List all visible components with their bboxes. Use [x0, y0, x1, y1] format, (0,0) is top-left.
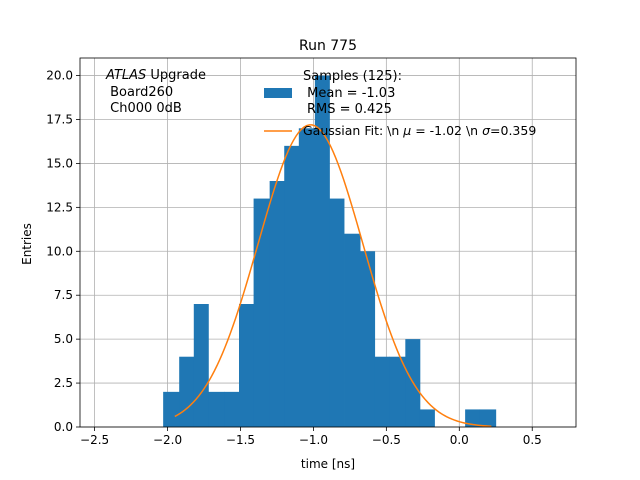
histogram-bar [344, 233, 361, 427]
plot-frame [79, 57, 577, 428]
histogram-bar [389, 356, 406, 427]
histogram-bar [374, 356, 390, 427]
annotation-line-1: ATLAS Upgrade [105, 68, 206, 83]
x-tick-label: −2.0 [153, 433, 182, 447]
mu-symbol: μ [402, 123, 411, 138]
histogram-bar [284, 145, 300, 427]
histogram-bars [163, 75, 497, 428]
x-tick-label: 0.5 [523, 433, 542, 447]
gaussian-fit-line [174, 124, 492, 427]
histogram-bar [224, 391, 240, 427]
y-tick-label: 2.5 [54, 376, 73, 390]
y-axis-label: Entries [20, 223, 34, 265]
x-tick-label: −1.5 [226, 433, 255, 447]
legend: Samples (125): Mean = -1.03 RMS = 0.425 … [264, 69, 536, 138]
y-tick-label: 17.5 [46, 113, 73, 127]
y-tick-label: 10.0 [46, 244, 73, 258]
y-tick-label: 5.0 [54, 332, 73, 346]
gaussian-fit-curve [174, 124, 492, 427]
legend-fit-label: Gaussian Fit: \n μ = -1.02 \n σ=0.359 [303, 123, 536, 138]
y-tick-label: 15.0 [46, 156, 73, 170]
histogram-bar [298, 128, 316, 428]
y-tick-label: 7.5 [54, 288, 73, 302]
histogram-bar [329, 198, 345, 427]
histogram-bar [193, 304, 209, 427]
y-tick-label: 0.0 [54, 420, 73, 434]
histogram-bar [314, 75, 330, 428]
legend-fit-prefix: Gaussian Fit: \n [303, 123, 403, 138]
histogram-bar [360, 251, 376, 427]
histogram-bar [163, 391, 180, 427]
upgrade-label: Upgrade [146, 68, 206, 83]
sigma-symbol: σ [482, 123, 491, 138]
x-tick-label: −2.5 [80, 433, 109, 447]
chart-title: Run 775 [299, 38, 357, 54]
x-axis-label: time [ns] [301, 457, 355, 471]
histogram-bar [179, 356, 195, 427]
legend-histogram-swatch [264, 88, 292, 98]
y-tick-label: 12.5 [46, 200, 73, 214]
legend-histogram-line-2: Mean = -1.03 [303, 86, 395, 101]
histogram-bar [269, 181, 285, 427]
histogram-bar [253, 198, 271, 427]
histogram-bar [239, 304, 254, 427]
x-tick-label: −0.5 [372, 433, 401, 447]
histogram-bar [208, 391, 225, 427]
atlas-label: ATLAS [105, 68, 146, 83]
legend-fit-mu: = -1.02 \n [411, 123, 482, 138]
histogram-bar [419, 409, 435, 427]
histogram-bar [479, 409, 497, 427]
annotation-line-2: Board260 [106, 85, 173, 100]
legend-histogram-line-1: Samples (125): [303, 69, 402, 84]
atlas-annotation: ATLAS Upgrade Board260 Ch000 0dB [105, 68, 206, 116]
x-tick-label: −1.0 [299, 433, 328, 447]
annotation-line-3: Ch000 0dB [106, 101, 182, 116]
x-tick-label: 0.0 [450, 433, 469, 447]
legend-histogram-line-3: RMS = 0.425 [307, 102, 392, 117]
y-tick-label: 20.0 [46, 69, 73, 83]
x-axis-ticks: −2.5 −2.0 −1.5 −1.0 −0.5 0.0 0.5 [80, 427, 542, 447]
histogram-bar [465, 409, 481, 427]
legend-fit-sigma: =0.359 [490, 123, 536, 138]
y-axis-ticks: 0.0 2.5 5.0 7.5 10.0 12.5 15.0 17.5 20.0 [46, 69, 80, 434]
